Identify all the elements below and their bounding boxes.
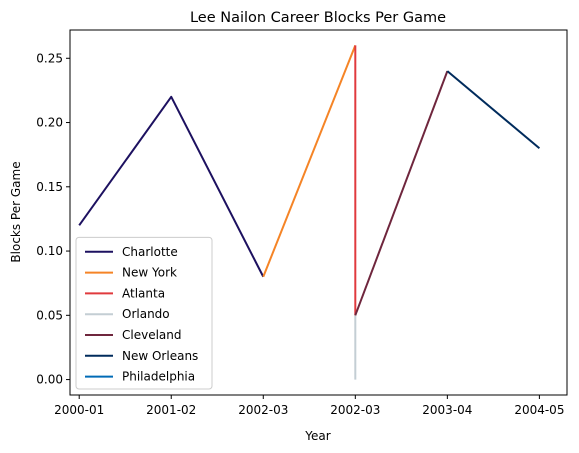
legend-label: Cleveland [122, 328, 182, 342]
legend: Charlotte New York Atlanta Orlando Cleveland… [75, 236, 213, 390]
legend-label: Charlotte [122, 245, 178, 259]
x-tick-label: 2004-05 [514, 403, 564, 417]
y-axis-ticks: 0.00 0.05 0.10 0.15 0.20 0.25 [36, 51, 70, 387]
x-tick-label: 2001-02 [146, 403, 196, 417]
series-line-new-york [262, 45, 357, 278]
plot-frame [69, 29, 568, 396]
x-axis-label: Year [304, 429, 330, 443]
y-tick-label: 0.05 [36, 308, 63, 322]
series-line-new-orleans [446, 70, 541, 150]
x-axis-ticks: 2000-01 2001-02 2002-03 2002-03 2003-04 2004-… [54, 395, 564, 417]
x-tick-label: 2003-04 [422, 403, 472, 417]
y-tick-label: 0.00 [36, 373, 63, 387]
y-tick-label: 0.15 [36, 180, 63, 194]
x-tick-label: 2002-03 [330, 403, 380, 417]
series-layer [78, 45, 541, 380]
legend-label: New York [122, 266, 177, 280]
y-axis-label: Blocks Per Game [9, 161, 23, 262]
legend-label: Orlando [122, 307, 170, 321]
legend-label: New Orleans [122, 349, 198, 363]
series-line-cleveland [354, 70, 449, 316]
legend-box [75, 236, 213, 390]
x-tick-label: 2002-03 [238, 403, 288, 417]
legend-label: Atlanta [122, 286, 165, 300]
y-tick-label: 0.25 [36, 51, 63, 65]
y-tick-label: 0.20 [36, 116, 63, 130]
x-tick-label: 2000-01 [54, 403, 104, 417]
y-tick-label: 0.10 [36, 244, 63, 258]
legend-label: Philadelphia [122, 370, 195, 384]
series-line-charlotte [78, 95, 265, 278]
chart-title: Lee Nailon Career Blocks Per Game [190, 10, 446, 26]
